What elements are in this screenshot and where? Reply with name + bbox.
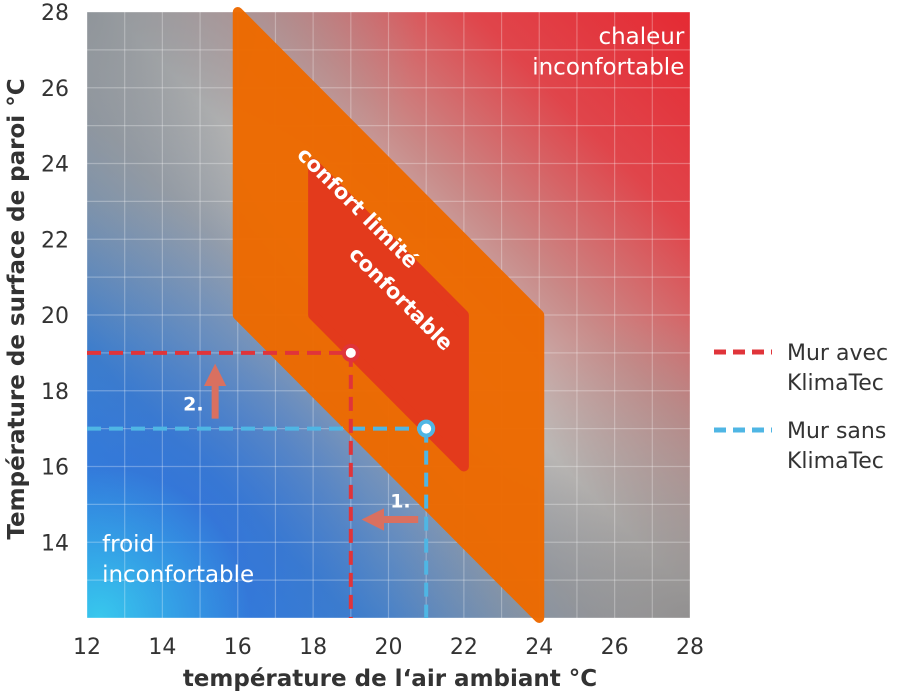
y-tick-label: 16	[41, 456, 69, 481]
x-tick-label: 26	[601, 635, 629, 660]
region-label-hot-line-1: chaleur	[598, 24, 684, 50]
data-points	[341, 343, 436, 438]
y-tick-label: 28	[41, 1, 69, 26]
x-axis-title: température de l‘air ambiant °C	[183, 666, 597, 692]
y-tick-label: 24	[41, 153, 69, 178]
legend-label-line-2: KlimaTec	[787, 371, 884, 396]
legend-label-line-1: Mur sans	[787, 419, 886, 444]
y-tick-label: 18	[41, 380, 69, 405]
legend: Mur avec KlimaTec Mur sans KlimaTec	[714, 341, 888, 474]
x-tick-label: 14	[148, 635, 176, 660]
x-tick-label: 24	[525, 635, 553, 660]
y-tick-label: 14	[41, 531, 69, 556]
region-comfortable	[308, 158, 469, 472]
region-label-hot-line-2: inconfortable	[532, 54, 684, 80]
legend-label-line-2: KlimaTec	[787, 449, 884, 474]
y-tick-label: 26	[41, 77, 69, 102]
step-label-1: 1.	[390, 491, 410, 513]
guide-lines	[87, 350, 429, 618]
axes: 12 14 16 18 20 22 24 26 28 14 16 18 20 22 24 26 28 tempér…	[4, 1, 704, 692]
point-mur-avec-klimatec	[341, 343, 360, 362]
y-tick-label: 20	[41, 304, 69, 329]
legend-label-line-1: Mur avec	[787, 341, 888, 366]
point-mur-sans-klimatec	[417, 419, 436, 438]
x-tick-label: 12	[73, 635, 101, 660]
x-tick-label: 22	[450, 635, 478, 660]
x-tick-label: 20	[375, 635, 403, 660]
comfort-regions	[232, 7, 545, 623]
x-tick-label: 18	[299, 635, 327, 660]
region-label-cold-line-2: inconfortable	[102, 562, 254, 588]
x-tick-label: 16	[224, 635, 252, 660]
region-label-cold-line-1: froid	[102, 532, 154, 558]
x-tick-label: 28	[676, 635, 704, 660]
y-tick-label: 22	[41, 228, 69, 253]
step-label-2: 2.	[183, 394, 203, 416]
y-axis-title: Température de surface de paroi °C	[4, 78, 30, 539]
